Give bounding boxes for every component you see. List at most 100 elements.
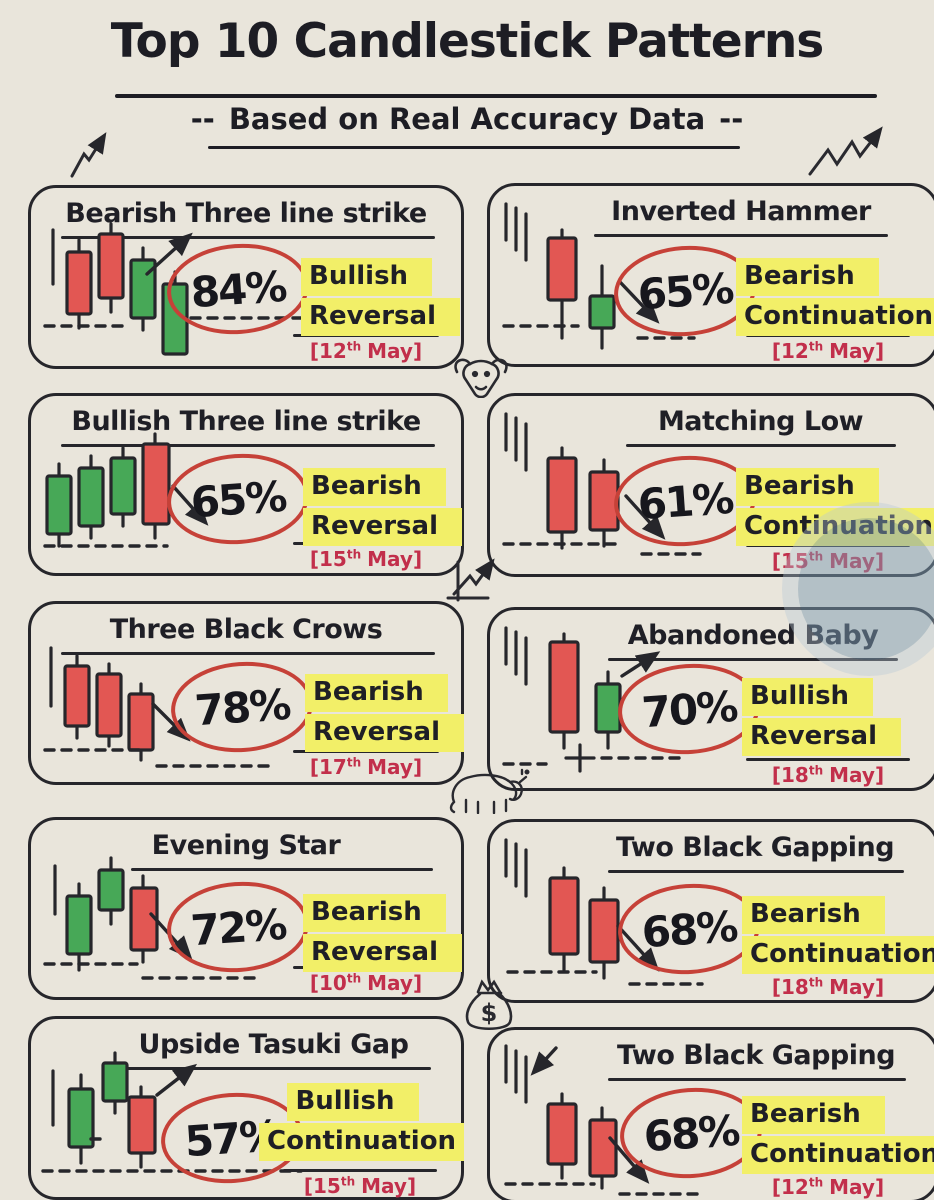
accuracy-value: 84% [189,261,287,317]
candlestick-drawing [502,626,684,773]
signal-line2: Continuation [259,1123,465,1161]
accuracy-value: 61% [636,473,734,529]
pattern-card-5: Three Black Crows 78% Bearish Reversal [… [28,601,464,785]
page-title: Top 10 Candlestick Patterns [110,14,825,69]
pattern-title: Bullish Three line strike [71,406,421,437]
subtitle-dash-left: -- [190,102,215,136]
pattern-date: [18th May] [771,975,885,999]
pattern-title-underline [61,444,435,447]
signal-line1: Bullish [287,1083,419,1121]
pattern-title: Upside Tasuki Gap [138,1029,409,1060]
signal-label: Bullish Reversal [301,258,460,338]
svg-text:$: $ [481,999,498,1027]
subtitle-text: Based on Real Accuracy Data [228,102,706,136]
signal-line2: Reversal [305,714,464,752]
signal-line2: Continuation [736,298,934,336]
page-subtitle: -- Based on Real Accuracy Data -- [0,102,934,136]
pattern-card-6: Abandoned Baby 70% Bullish Reversal [18t… [487,607,934,791]
candlestick-drawing [43,856,257,980]
pattern-card-2: Inverted Hammer 65% Bearish Continuation… [487,183,934,367]
signal-label: Bearish Continuation [742,1096,934,1176]
candlestick-drawing [504,838,704,986]
signal-label: Bearish Reversal [305,674,464,754]
accuracy-value: 72% [189,899,287,955]
signal-label: Bullish Reversal [742,678,901,758]
pattern-title: Evening Star [151,830,341,861]
candlestick-drawing [41,1051,303,1173]
accuracy-value: 78% [193,679,291,735]
up-arrow-icon [70,132,107,178]
signal-line2: Reversal [301,298,460,336]
signal-label: Bullish Continuation [259,1083,465,1163]
pattern-title: Bearish Three line strike [65,198,427,229]
signal-line1: Bearish [742,896,885,934]
date-underline [746,758,910,761]
candlestick-drawing [43,222,309,356]
pattern-title-underline [594,234,888,237]
zigzag-trend-icon [808,126,883,176]
pattern-title: Two Black Gapping [616,1040,896,1071]
signal-line1: Bearish [736,468,879,506]
pattern-card-10: Two Black Gapping 68% Bearish Continuati… [487,1027,934,1200]
pattern-card-8: Two Black Gapping 68% Bearish Continuati… [487,819,934,1003]
bull-head-icon [454,358,508,398]
bull-icon [449,768,530,814]
pattern-card-7: Evening Star 72% Bearish Reversal [10th M… [28,817,464,1000]
pattern-card-1: Bearish Three line strike 84% Bullish Re… [28,185,464,369]
pattern-title-underline [123,1067,431,1070]
accuracy-value: 68% [640,901,738,957]
pattern-date: [12th May] [309,339,423,363]
signal-line1: Bullish [301,258,433,296]
pattern-card-3: Bullish Three line strike 65% Bearish Re… [28,393,464,576]
signal-line2: Reversal [303,934,462,972]
signal-label: Bearish Continuation [742,896,934,976]
subtitle-dash-right: -- [719,102,744,136]
signal-line1: Bullish [742,678,874,716]
accuracy-value: 70% [640,681,738,737]
pattern-title: Two Black Gapping [615,832,895,863]
signal-line2: Reversal [303,508,462,546]
accuracy-value: 65% [189,471,287,527]
signal-label: Bearish Reversal [303,468,462,548]
pattern-title: Inverted Hammer [611,196,871,227]
chart-axes-arrow-icon [446,558,495,602]
candlestick-drawing [43,646,271,768]
pattern-title-underline [608,1078,906,1081]
candlestick-drawing [502,202,696,350]
money-bag-icon: $ [465,979,513,1031]
candlestick-drawing [504,1044,700,1196]
pattern-title-underline [131,868,433,871]
pattern-date: [10th May] [309,971,423,995]
pattern-date: [12th May] [771,1175,885,1199]
candlestick-drawing [502,412,702,556]
date-underline [283,1169,437,1172]
pattern-date: [18th May] [771,763,885,787]
pattern-date: [17th May] [309,755,423,779]
pattern-title-underline [608,870,904,873]
signal-line1: Bearish [742,1096,885,1134]
pattern-title: Three Black Crows [109,614,383,645]
signal-line2: Continuation [742,1136,934,1174]
pattern-date: [12th May] [771,339,885,363]
signal-line1: Bearish [736,258,879,296]
pattern-title-underline [61,236,435,239]
pattern-card-9: Upside Tasuki Gap 57% Bullish Continuati… [28,1016,465,1200]
pattern-title-underline [626,444,896,447]
signal-line1: Bearish [303,468,446,506]
accuracy-value: 65% [636,263,734,319]
signal-label: Bearish Reversal [303,894,462,974]
watermark-circle [798,518,934,660]
signal-line1: Bearish [305,674,448,712]
signal-label: Bearish Continuation [736,258,934,338]
signal-line1: Bearish [303,894,446,932]
subtitle-underline [208,146,740,149]
candlestick-drawing [43,432,209,548]
signal-line2: Continuation [742,936,934,974]
pattern-title-underline [608,658,898,661]
title-underline [115,94,877,98]
signal-line2: Reversal [742,718,901,756]
accuracy-value: 68% [642,1105,740,1161]
pattern-title-underline [61,652,435,655]
